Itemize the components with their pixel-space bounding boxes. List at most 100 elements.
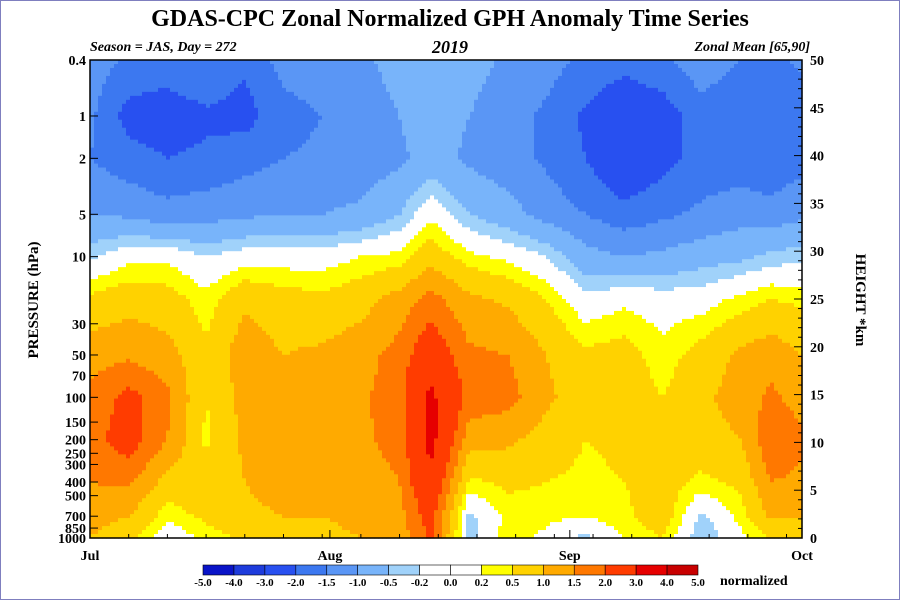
heat-cell (182, 378, 187, 384)
heat-cell (122, 255, 127, 260)
heat-cell (178, 259, 183, 264)
heat-cell (246, 151, 251, 157)
heat-cell (222, 183, 227, 189)
heat-cell (230, 390, 235, 396)
heat-cell (114, 498, 119, 503)
heat-cell (238, 398, 243, 404)
heat-cell (118, 370, 123, 376)
heat-cell (254, 263, 259, 268)
heat-cell (90, 530, 95, 535)
heat-cell (94, 366, 99, 372)
heat-cell (94, 75, 99, 81)
heat-cell (194, 406, 199, 412)
heat-cell (190, 111, 195, 117)
heat-cell (118, 183, 123, 189)
heat-cell (170, 530, 175, 535)
heat-cell (242, 199, 247, 204)
heat-cell (214, 167, 219, 173)
heat-cell (174, 482, 179, 487)
heat-cell (166, 179, 171, 185)
heat-cell (218, 183, 223, 189)
heat-cell (190, 147, 195, 153)
heat-cell (254, 187, 259, 193)
heat-cell (210, 63, 215, 69)
heat-cell (102, 183, 107, 189)
heat-cell (162, 295, 167, 300)
heat-cell (198, 95, 203, 101)
heat-cell (170, 95, 175, 101)
heat-cell (246, 139, 251, 145)
heat-cell (198, 358, 203, 364)
heat-cell (194, 91, 199, 97)
heat-cell (246, 350, 251, 356)
heat-cell (142, 398, 147, 404)
heat-cell (190, 251, 195, 256)
heat-cell (134, 438, 139, 443)
heat-cell (206, 482, 211, 487)
heat-cell (134, 378, 139, 384)
heat-cell (182, 107, 187, 113)
heat-cell (142, 111, 147, 117)
heat-cell (162, 251, 167, 256)
heat-cell (242, 446, 247, 451)
heat-cell (158, 310, 163, 316)
heat-cell (250, 279, 255, 284)
heat-cell (226, 502, 231, 507)
heat-cell (90, 263, 95, 268)
heat-cell (202, 171, 207, 177)
heat-cell (106, 287, 111, 292)
heat-cell (154, 358, 159, 364)
heat-cell (126, 334, 131, 340)
heat-cell (246, 306, 251, 312)
heat-cell (246, 247, 251, 252)
heat-cell (118, 518, 123, 523)
heat-cell (202, 342, 207, 348)
heat-cell (218, 199, 223, 204)
heat-cell (94, 107, 99, 113)
heat-cell (182, 235, 187, 240)
heat-cell (110, 522, 115, 527)
heat-cell (94, 163, 99, 169)
heat-cell (162, 330, 167, 336)
heat-cell (154, 406, 159, 412)
heat-cell (182, 175, 187, 181)
heat-cell (122, 446, 127, 451)
heat-cell (250, 247, 255, 252)
heat-cell (166, 115, 171, 121)
heat-cell (198, 398, 203, 404)
heat-cell (114, 243, 119, 248)
heat-cell (250, 314, 255, 320)
heat-cell (178, 123, 183, 129)
heat-cell (186, 63, 191, 69)
heat-cell (230, 422, 235, 428)
heat-cell (126, 259, 131, 264)
heat-cell (110, 195, 115, 201)
heat-cell (202, 219, 207, 224)
heat-cell (130, 366, 135, 372)
heat-cell (254, 287, 259, 292)
heat-cell (234, 91, 239, 97)
heat-cell (174, 179, 179, 185)
heat-cell (230, 462, 235, 467)
heat-cell (186, 87, 191, 93)
heat-cell (230, 430, 235, 436)
heat-cell (246, 498, 251, 503)
heat-cell (194, 322, 199, 328)
heat-cell (202, 63, 207, 69)
heat-cell (94, 478, 99, 483)
heat-cell (102, 75, 107, 81)
heat-cell (218, 394, 223, 400)
heat-cell (134, 418, 139, 424)
heat-cell (122, 67, 127, 73)
heat-cell (90, 95, 95, 101)
heat-cell (102, 502, 107, 507)
heat-cell (242, 410, 247, 416)
heat-cell (234, 418, 239, 424)
heat-cell (222, 211, 227, 216)
heat-cell (118, 414, 123, 420)
heat-cell (110, 60, 115, 65)
heat-cell (194, 358, 199, 364)
heat-cell (226, 195, 231, 201)
heat-cell (106, 299, 111, 304)
heat-cell (146, 87, 151, 93)
